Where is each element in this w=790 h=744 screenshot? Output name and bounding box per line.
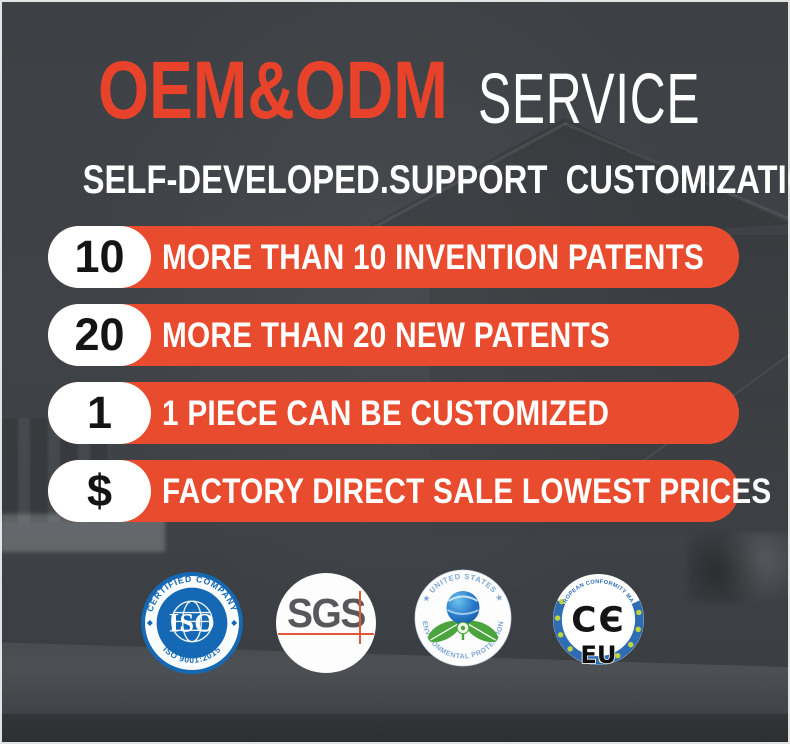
ce-mark-text: CЄ [571,601,625,641]
subtitle: SELF-DEVELOPED.SUPPORT CUSTOMIZATION [82,158,790,202]
feature-badge: $ [48,460,151,522]
sgs-vertical-line [359,591,361,644]
feature-badge: 20 [48,304,151,366]
feature-list: 10 MORE THAN 10 INVENTION PATENTS 20 MOR… [48,226,771,522]
feature-label: FACTORY DIRECT SALE LOWEST PRICES [162,472,772,511]
iso-diamond-right [231,620,238,626]
background-road [0,642,790,744]
background-bushes [688,532,790,602]
feature-pill-invention-patents: 10 MORE THAN 10 INVENTION PATENTS [48,226,739,288]
feature-label: 1 PIECE CAN BE CUSTOMIZED [162,394,610,433]
feature-badge: 1 [48,382,151,444]
title-service: SERVICE [478,60,701,139]
feature-pill-factory-price: $ FACTORY DIRECT SALE LOWEST PRICES [48,460,771,522]
feature-pill-new-patents: 20 MORE THAN 20 NEW PATENTS [48,304,739,366]
iso-certification-logo: CERTIFIED COMPANY ISO 9001:2015 ISO [141,572,243,674]
background-bottom-band [0,714,790,744]
iso-diamond-left [146,620,153,626]
feature-label: MORE THAN 20 NEW PATENTS [162,316,610,355]
feature-pill-customized: 1 1 PIECE CAN BE CUSTOMIZED [48,382,739,444]
sgs-certification-logo: SGS [276,573,376,673]
iso-center-text: ISO [169,608,215,637]
feature-badge: 10 [48,226,151,288]
eu-text: EU [580,640,616,669]
title-oem-odm: OEM&ODM [98,45,448,136]
ce-ring-dots [554,598,642,664]
globe-icon [171,600,213,643]
subtitle-row: SELF-DEVELOPED.SUPPORT CUSTOMIZATION [0,160,790,200]
ce-certification-logo: EUROPEAN CONFORMITY MARK CЄ EU [549,568,644,670]
ce-blue-ring [553,600,644,665]
epa-flower-globe-icon [427,591,499,643]
feature-label: MORE THAN 10 INVENTION PATENTS [162,238,705,277]
epa-certification-logo: ★ UNITED STATES ★ ENVIRONMENTAL PROTECTI… [414,569,512,667]
sgs-text: SGS [287,590,366,636]
sgs-horizontal-line [278,633,374,635]
